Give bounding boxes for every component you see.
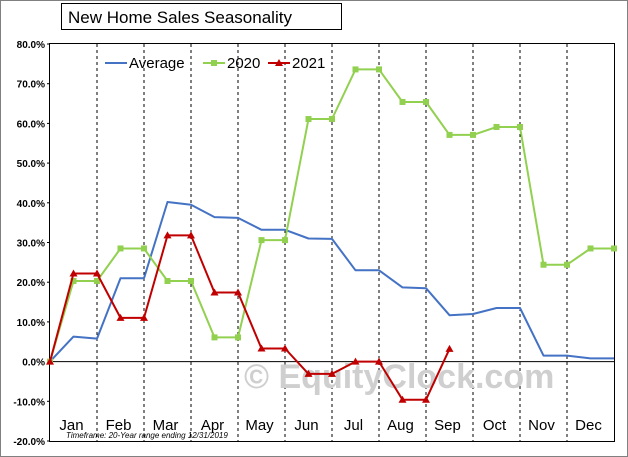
data-point bbox=[423, 98, 429, 105]
data-point bbox=[446, 131, 453, 138]
timeframe-note: Timeframe: 20-Year range ending 12/31/20… bbox=[66, 431, 228, 440]
data-point bbox=[70, 278, 77, 285]
chart-title: New Home Sales Seasonality bbox=[68, 8, 292, 27]
legend-label: 2021 bbox=[292, 55, 325, 72]
data-point bbox=[352, 66, 359, 73]
data-point bbox=[422, 395, 430, 403]
series-layer bbox=[46, 66, 617, 403]
data-point bbox=[211, 334, 218, 341]
y-tick-label: 50.0% bbox=[17, 159, 45, 170]
x-tick-label: Sep bbox=[434, 417, 461, 434]
legend-marker bbox=[275, 59, 283, 66]
x-tick-label: Jan bbox=[59, 417, 83, 434]
data-point bbox=[329, 116, 335, 123]
data-point bbox=[517, 123, 523, 130]
series-line bbox=[49, 234, 451, 401]
data-point bbox=[141, 245, 147, 252]
x-tick-label: Jun bbox=[294, 417, 318, 434]
data-point bbox=[235, 334, 241, 341]
title-box bbox=[61, 3, 342, 30]
y-tick-label: 10.0% bbox=[17, 318, 45, 329]
data-point bbox=[187, 231, 195, 239]
y-tick-label: 70.0% bbox=[17, 80, 45, 91]
y-tick-label: 30.0% bbox=[17, 239, 45, 250]
legend-label: Average bbox=[129, 55, 185, 72]
x-tick-label: Aug bbox=[387, 417, 414, 434]
data-point bbox=[117, 245, 124, 252]
data-point bbox=[69, 269, 78, 277]
data-point bbox=[470, 131, 476, 138]
x-tick-label: Dec bbox=[575, 417, 602, 434]
data-point bbox=[305, 116, 312, 123]
data-point bbox=[94, 278, 100, 285]
data-point bbox=[281, 344, 289, 352]
data-point bbox=[587, 245, 594, 252]
x-tick-label: Apr bbox=[201, 417, 224, 434]
watermark: © EquityClock.com bbox=[244, 358, 554, 396]
data-point bbox=[399, 98, 406, 105]
data-point bbox=[257, 344, 266, 352]
y-tick-label: 40.0% bbox=[17, 199, 45, 210]
data-point bbox=[398, 395, 407, 403]
data-point bbox=[445, 344, 454, 352]
series-line bbox=[49, 201, 614, 363]
y-axis: 80.0% 70.0% 60.0% 50.0% 40.0% 30.0% 20.0% 10.0%… bbox=[13, 40, 50, 448]
legend-label: 2020 bbox=[227, 55, 260, 72]
x-axis: Jan Feb Mar Apr May Jun Jul Aug Sep Oct Nov Dec bbox=[59, 417, 602, 434]
data-point bbox=[493, 123, 500, 130]
data-point bbox=[282, 237, 288, 244]
x-tick-label: May bbox=[245, 417, 274, 434]
y-tick-label: 0.0% bbox=[22, 358, 45, 369]
x-tick-label: Mar bbox=[153, 417, 179, 434]
y-tick-label: 80.0% bbox=[17, 40, 45, 51]
y-tick-label: -20.0% bbox=[13, 437, 45, 448]
data-point bbox=[234, 288, 242, 296]
x-tick-label: Nov bbox=[528, 417, 555, 434]
data-point bbox=[611, 245, 617, 252]
x-tick-label: Oct bbox=[483, 417, 507, 434]
legend-marker bbox=[211, 60, 217, 66]
x-tick-label: Feb bbox=[106, 417, 132, 434]
data-point bbox=[351, 357, 360, 365]
data-point bbox=[304, 369, 313, 377]
data-point bbox=[93, 269, 101, 277]
data-point bbox=[375, 357, 383, 365]
data-point bbox=[210, 288, 219, 296]
data-point bbox=[46, 357, 54, 365]
data-point bbox=[163, 231, 172, 239]
y-tick-label: -10.0% bbox=[13, 397, 45, 408]
data-point bbox=[164, 278, 171, 285]
y-tick-label: 60.0% bbox=[17, 119, 45, 130]
data-point bbox=[540, 261, 547, 268]
data-point bbox=[140, 313, 148, 321]
x-tick-label: Jul bbox=[344, 417, 363, 434]
legend: Average 2020 2021 bbox=[105, 55, 325, 72]
data-point bbox=[188, 278, 194, 285]
data-point bbox=[376, 66, 382, 73]
data-point bbox=[564, 261, 570, 268]
y-tick-label: 20.0% bbox=[17, 278, 45, 289]
data-point bbox=[116, 313, 125, 321]
data-point bbox=[258, 237, 265, 244]
data-point bbox=[328, 369, 336, 377]
